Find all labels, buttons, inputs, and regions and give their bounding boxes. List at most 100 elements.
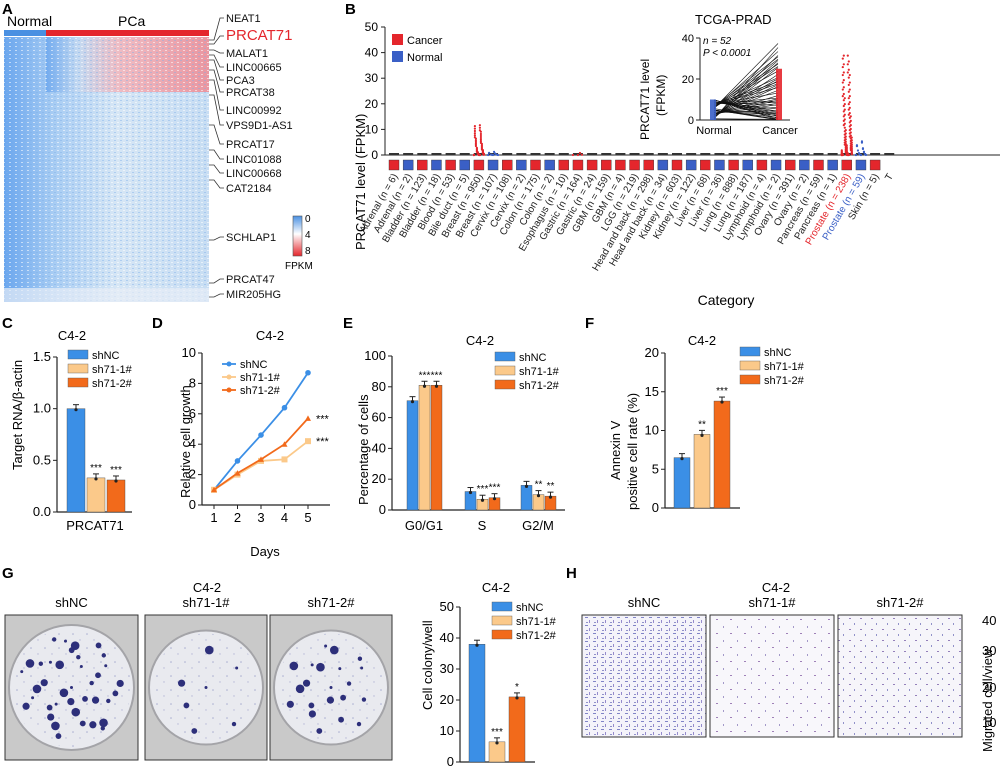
replicate-dot: [475, 643, 479, 647]
x-tick-label: 1: [210, 510, 217, 525]
colony-spot: [38, 661, 44, 666]
b-data-point: [475, 146, 478, 149]
panel-e: E C4-2 Percentage of cells 0 20 40 60 80 100 *…: [343, 315, 565, 533]
b-baseline-points: [417, 153, 428, 155]
legend-label: sh71-1#: [240, 372, 281, 384]
b-data-point: [844, 132, 847, 135]
b-category-marker: [530, 159, 541, 171]
series-marker: [258, 456, 264, 462]
colony-spot: [32, 684, 42, 694]
gene-label: PRCAT38: [226, 87, 275, 99]
b-data-point: [478, 126, 481, 129]
migration-photo: [837, 614, 963, 738]
d-title: C4-2: [256, 328, 284, 343]
significance-mark: **: [547, 481, 555, 492]
g-title: C4-2: [482, 580, 510, 595]
inset-paired-line: [713, 100, 779, 112]
series-marker: [281, 404, 288, 411]
colony-spot: [308, 702, 315, 709]
legend-swatch: [491, 629, 513, 640]
x-tick-label: 5: [304, 510, 311, 525]
colony-spot: [46, 704, 53, 711]
b-category-marker: [827, 159, 838, 171]
b-category-marker: [742, 159, 753, 171]
g-image-title: C4-2: [193, 580, 221, 595]
inset-paired-line: [713, 78, 779, 116]
b-data-point: [844, 129, 847, 132]
b-category-marker: [431, 159, 442, 171]
colony-spot: [104, 664, 108, 668]
b-baseline-points: [714, 153, 725, 155]
legend-label: shNC: [240, 359, 268, 371]
b-baseline-points: [601, 153, 612, 155]
colony-spot: [68, 647, 75, 654]
b-data-point: [849, 115, 852, 118]
inset-cancer-points: [776, 68, 782, 120]
h-migration-images: shNC sh71-1# sh71-2#: [581, 595, 963, 738]
y-tick-label: 100: [364, 348, 386, 363]
b-ytick-label: 0: [371, 148, 378, 162]
b-data-point: [846, 63, 849, 66]
inset-paired-line: [713, 56, 779, 107]
gene-label: VPS9D1-AS1: [226, 120, 293, 132]
colony-spot: [302, 679, 311, 687]
b-baseline-points: [657, 153, 668, 155]
gene-label: PCA3: [226, 75, 255, 87]
colony-spot: [326, 696, 335, 704]
replicate-dot: [94, 477, 98, 481]
b-category-marker: [417, 159, 428, 171]
legend-marker: [226, 361, 232, 367]
colony-spot: [289, 661, 299, 671]
b-category-marker: [402, 159, 414, 171]
series-marker: [305, 438, 311, 445]
legend-label: sh71-1#: [764, 361, 805, 373]
b-data-point: [850, 145, 853, 148]
b-data-point: [848, 116, 851, 120]
colony-spot: [31, 696, 35, 700]
b-data-point: [850, 143, 853, 146]
h-ytick-label: 30: [982, 643, 996, 658]
legend-swatch: [494, 379, 516, 390]
b-category-marker: [700, 159, 711, 171]
b-inset-p: P < 0.0001: [703, 48, 751, 59]
b-inset-axes: 0 20 40 Normal Cancer: [682, 33, 798, 137]
b-category-marker: [770, 159, 782, 171]
significance-mark: ***: [489, 483, 501, 494]
replicate-dot: [480, 498, 485, 502]
b-data-point: [496, 153, 500, 157]
b-data-point: [482, 152, 485, 155]
b-ytick-label: 40: [365, 46, 379, 60]
b-data-point: [479, 134, 482, 138]
heatmap-pca-bar: [46, 30, 209, 36]
b-data-point: [844, 138, 847, 141]
b-baseline-points: [459, 153, 470, 155]
b-baseline-points: [700, 153, 711, 155]
colony-spot: [183, 702, 190, 709]
x-tick-label: S: [478, 518, 487, 533]
b-data-point: [479, 132, 482, 136]
b-baseline-points: [728, 153, 739, 155]
colorbar-label: FPKM: [285, 261, 313, 272]
colony-spot: [316, 662, 325, 672]
b-data-point: [847, 153, 850, 157]
b-data-point: [477, 153, 480, 156]
legend-label: sh71-2#: [516, 630, 557, 642]
x-tick-label: G0/G1: [405, 518, 443, 533]
colony-spot: [99, 718, 108, 728]
b-data-point: [849, 131, 852, 134]
b-category-marker: [558, 159, 569, 171]
replicate-dot: [720, 400, 724, 404]
b-category-marker: [388, 159, 400, 171]
b-category-marker: [785, 159, 796, 171]
b-data-point: [846, 54, 849, 57]
b-inset-ylabel-line2: (FPKM): [654, 75, 668, 116]
b-data-point: [480, 142, 483, 145]
gene-leader-line: [209, 35, 224, 45]
b-baseline-points: [530, 153, 541, 155]
b-data-point: [841, 57, 844, 60]
replicate-dot: [548, 495, 553, 499]
x-tick-label: G2/M: [522, 518, 554, 533]
